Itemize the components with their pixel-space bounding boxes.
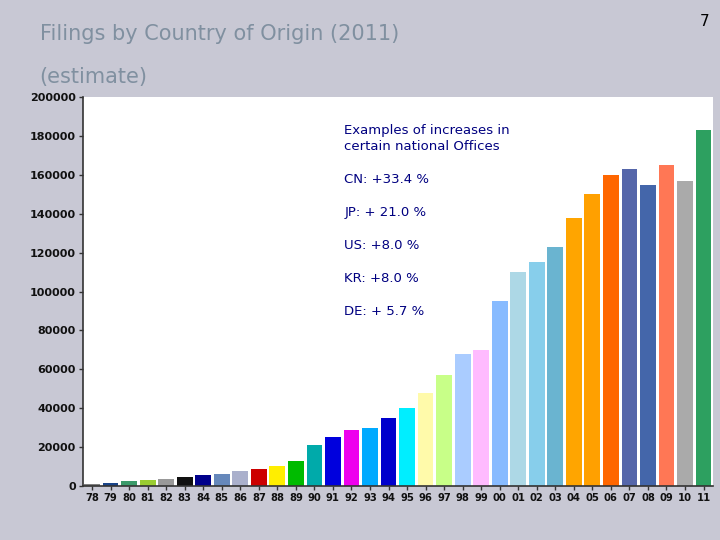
Bar <box>585 194 600 486</box>
Text: 7: 7 <box>700 14 709 29</box>
Bar <box>547 247 563 486</box>
Bar <box>696 130 711 486</box>
Text: CN: +33.4 %: CN: +33.4 % <box>344 173 429 186</box>
Bar <box>603 175 618 486</box>
Bar <box>566 218 582 486</box>
Bar <box>307 445 323 486</box>
Bar <box>251 469 266 486</box>
Bar <box>158 478 174 486</box>
Bar <box>269 465 285 486</box>
Bar <box>343 430 359 486</box>
Bar <box>233 471 248 486</box>
Text: Filings by Country of Origin (2011): Filings by Country of Origin (2011) <box>40 24 399 44</box>
Bar <box>214 474 230 486</box>
Bar <box>640 185 656 486</box>
Bar <box>621 169 637 486</box>
Text: (estimate): (estimate) <box>40 68 148 87</box>
Bar <box>510 272 526 486</box>
Bar <box>288 461 304 486</box>
Bar <box>195 475 211 486</box>
Bar <box>436 375 452 486</box>
Bar <box>418 393 433 486</box>
Text: US: +8.0 %: US: +8.0 % <box>344 239 420 252</box>
Bar <box>473 350 489 486</box>
Text: JP: + 21.0 %: JP: + 21.0 % <box>344 206 426 219</box>
Bar <box>455 354 471 486</box>
Bar <box>399 408 415 486</box>
Bar <box>103 483 119 486</box>
Text: DE: + 5.7 %: DE: + 5.7 % <box>344 305 425 318</box>
Bar <box>177 477 192 486</box>
Bar <box>325 437 341 486</box>
Bar <box>362 428 378 486</box>
Bar <box>121 481 137 486</box>
Bar <box>84 484 100 486</box>
Bar <box>659 165 675 486</box>
Bar <box>492 301 508 486</box>
Text: KR: +8.0 %: KR: +8.0 % <box>344 272 419 285</box>
Bar <box>140 480 156 486</box>
Bar <box>529 262 544 486</box>
Bar <box>677 181 693 486</box>
Text: Examples of increases in
certain national Offices: Examples of increases in certain nationa… <box>344 124 510 153</box>
Bar <box>381 418 397 486</box>
